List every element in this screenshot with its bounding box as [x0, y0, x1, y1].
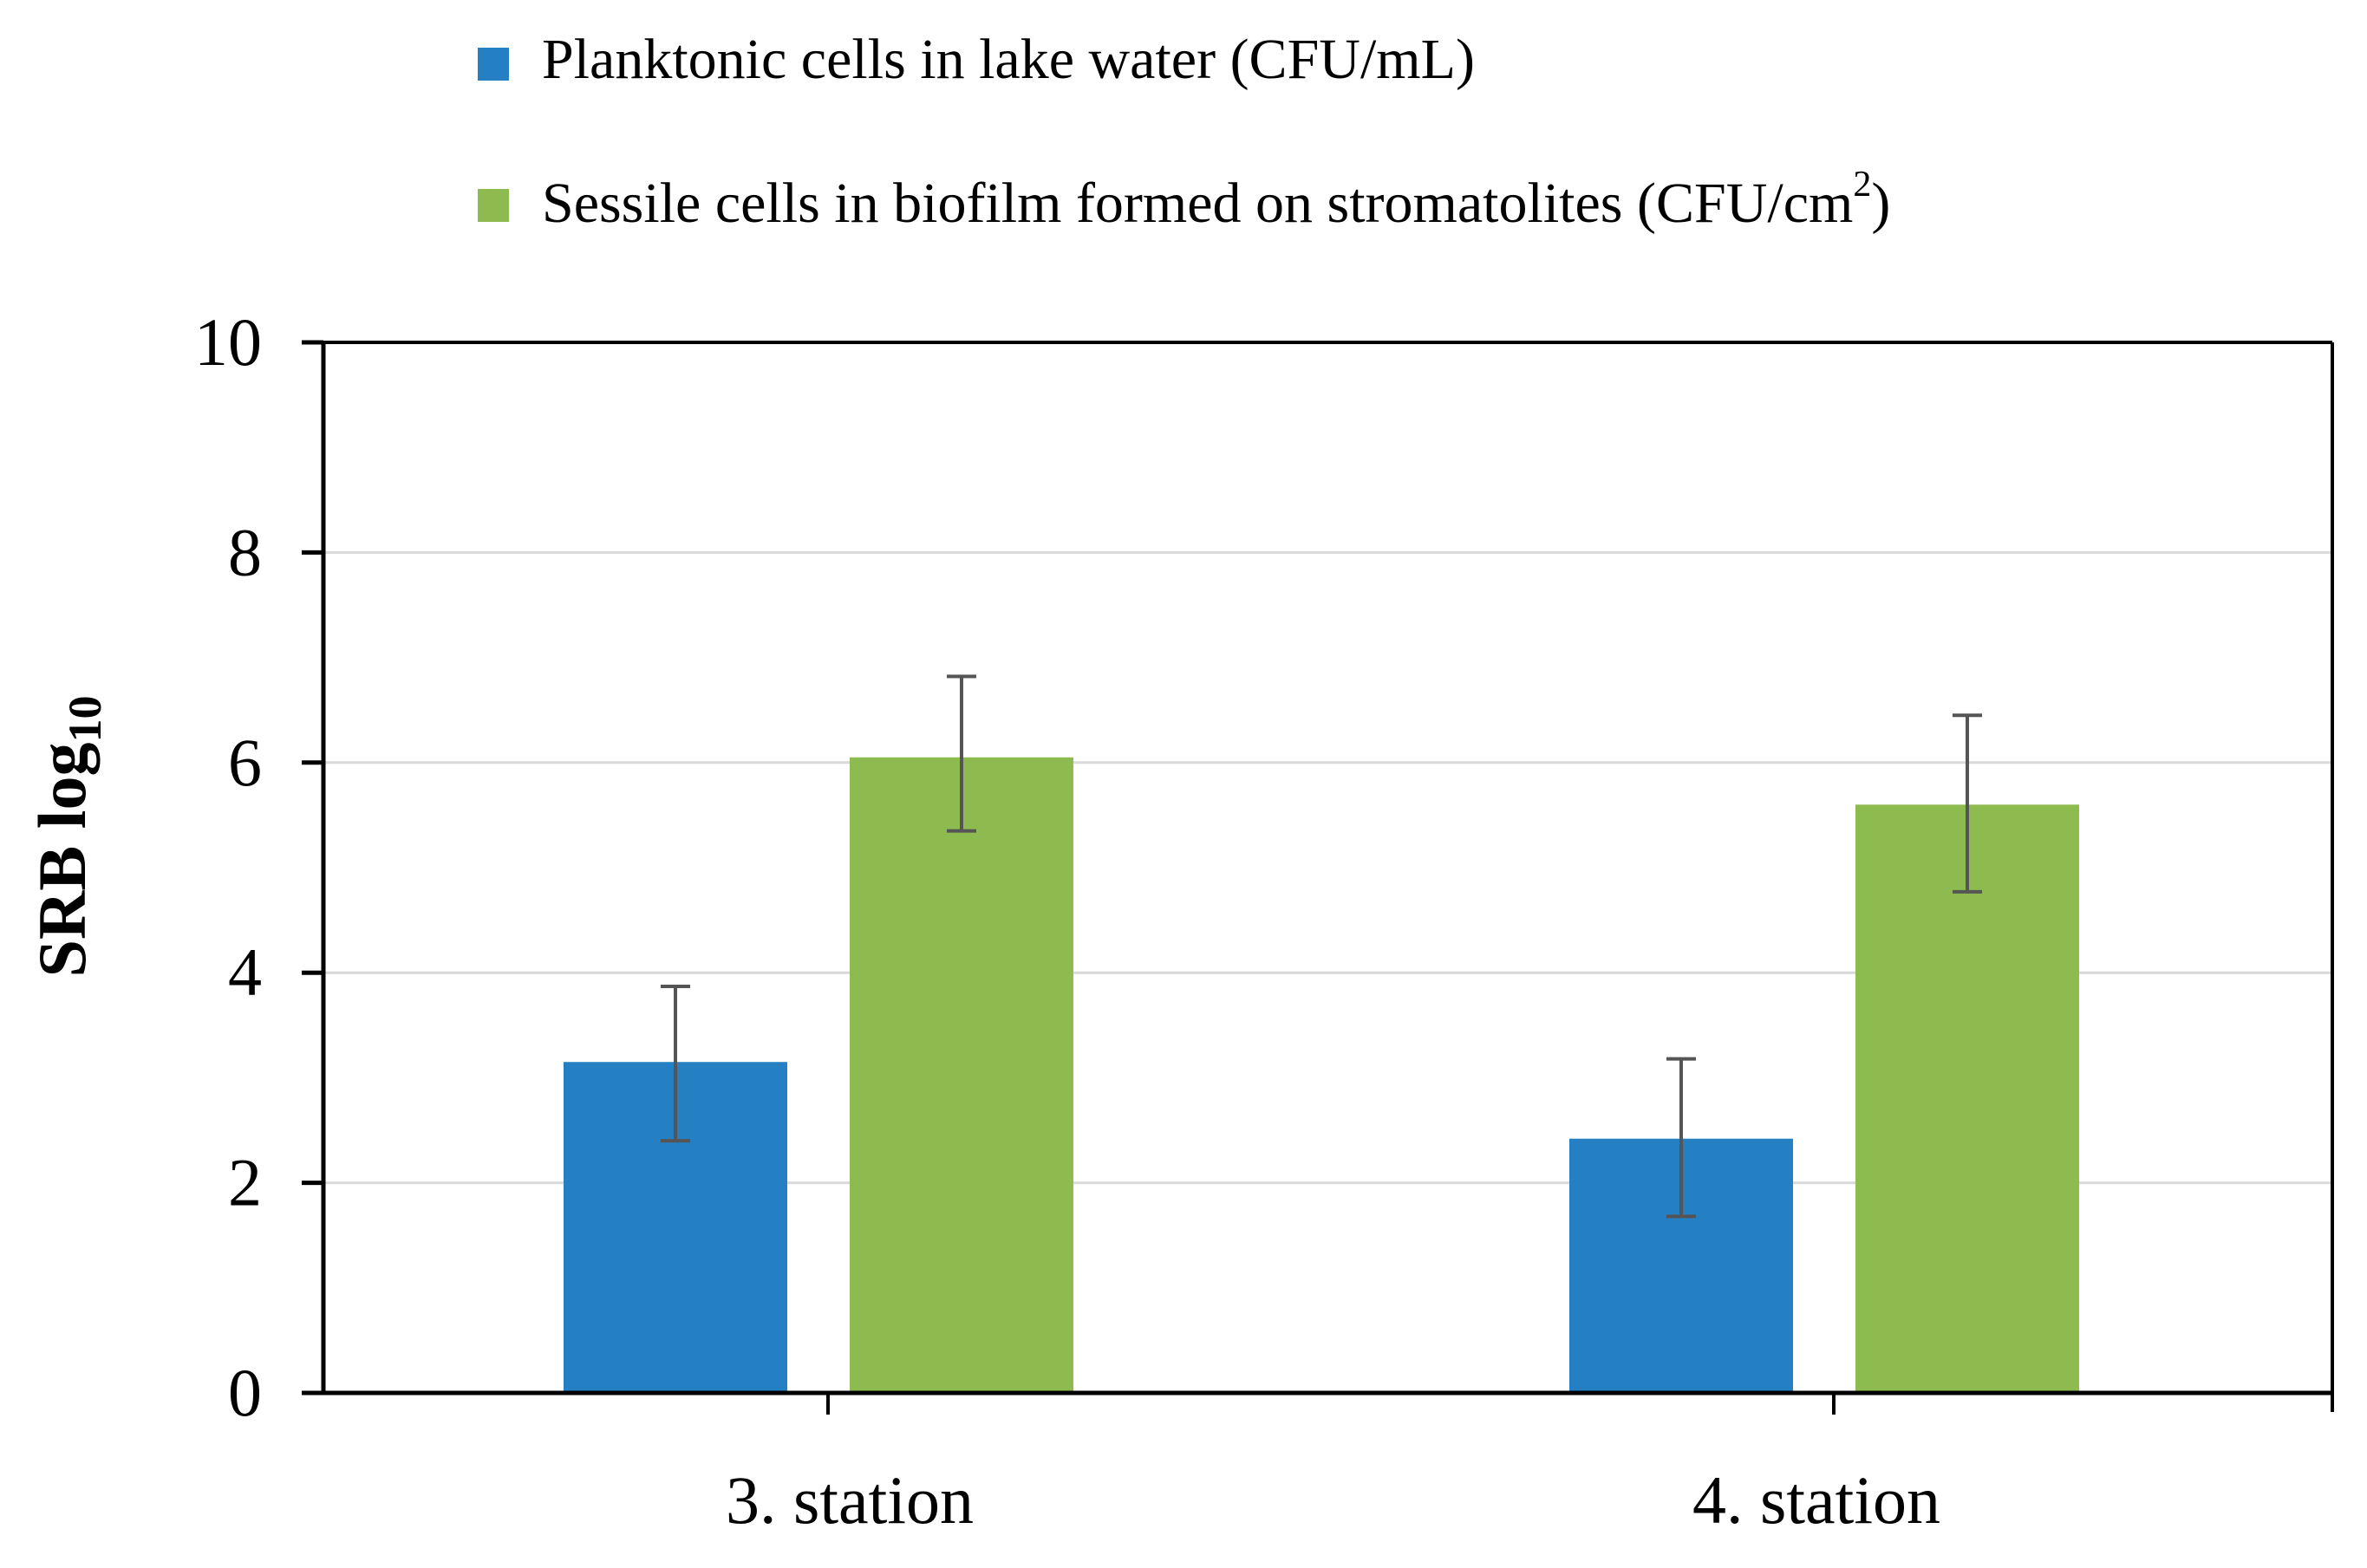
y-axis-label-main: SRB log [24, 743, 100, 978]
legend-label-sessile-superscript: 2 [1853, 165, 1871, 205]
y-tick-label: 6 [228, 725, 262, 800]
y-tick-label: 0 [228, 1355, 262, 1430]
legend-label-sessile-end: ) [1871, 172, 1890, 235]
legend: Planktonic cells in lake water (CFU/mL) … [478, 28, 1890, 235]
y-tick-label: 10 [194, 304, 262, 380]
x-tick-label: 3. station [726, 1462, 974, 1538]
error-bars [661, 674, 1982, 1219]
x-ticks: 3. station 4. station [726, 1393, 1940, 1538]
bars [564, 757, 2079, 1393]
y-tick-label: 2 [228, 1145, 262, 1220]
y-ticks: 0 2 4 6 8 10 [194, 304, 323, 1430]
legend-label-sessile-main: Sessile cells in biofilm formed on strom… [542, 172, 1853, 235]
legend-swatch-sessile [478, 189, 509, 222]
y-tick-label: 4 [228, 934, 262, 1010]
x-tick-label: 4. station [1692, 1462, 1940, 1538]
legend-swatch-planktonic [478, 48, 509, 81]
bar-sessile [1855, 804, 2079, 1393]
y-axis-label: SRB log10 [24, 696, 111, 978]
y-axis-label-subscript: 10 [59, 696, 111, 743]
axes [302, 341, 2334, 1412]
legend-label-sessile: Sessile cells in biofilm formed on strom… [542, 165, 1890, 235]
bar-sessile [850, 757, 1073, 1393]
y-tick-label: 8 [228, 514, 262, 589]
legend-label-planktonic: Planktonic cells in lake water (CFU/mL) [542, 28, 1475, 91]
